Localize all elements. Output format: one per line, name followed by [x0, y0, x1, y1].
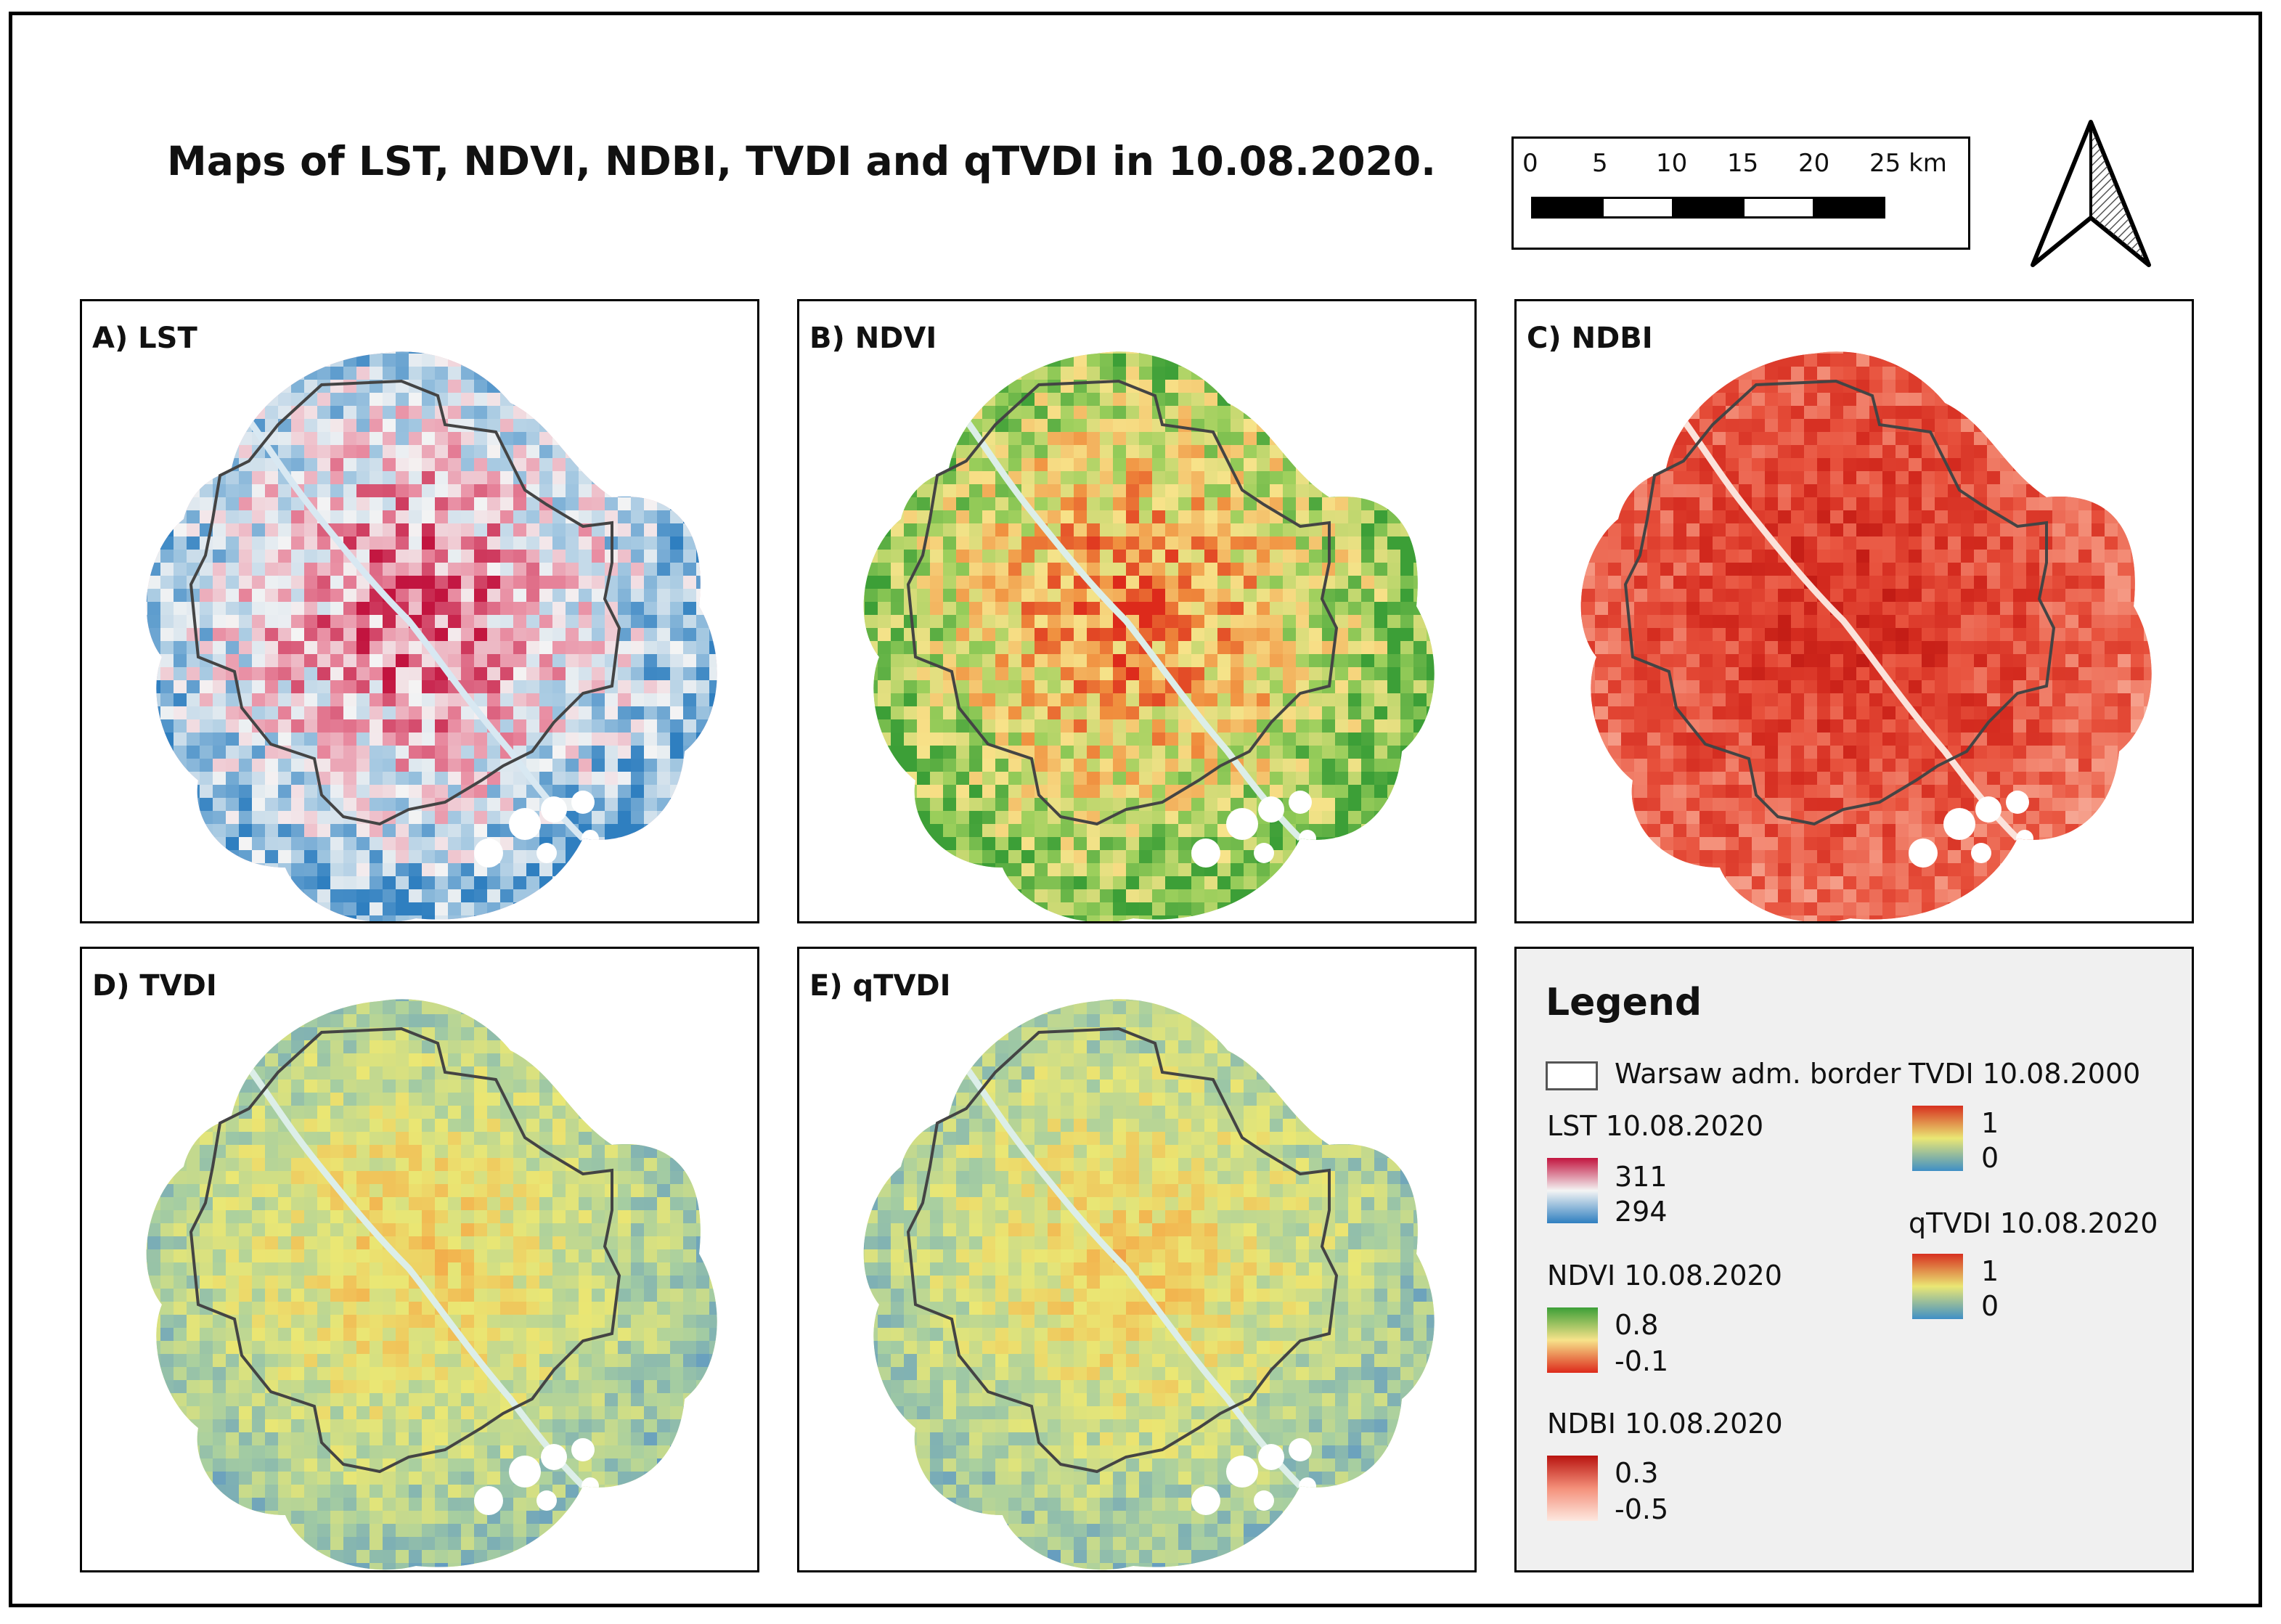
- map-panel-lst: A) LST: [80, 299, 759, 923]
- river: [956, 1056, 1303, 1489]
- scale-label: 10: [1656, 149, 1688, 178]
- legend-max: 311: [1615, 1161, 1668, 1193]
- map-frame: [9, 12, 2262, 1607]
- legend-panel: Legend Warsaw adm. border LST 10.08.2020…: [1514, 947, 2194, 1572]
- legend-item-name: LST 10.08.2020: [1547, 1110, 1764, 1142]
- scale-segment: [1742, 197, 1815, 219]
- legend-item-name: TVDI 10.08.2000: [1909, 1058, 2141, 1090]
- river: [239, 408, 586, 841]
- legend-color-ramp: [1912, 1106, 1963, 1171]
- legend-max: 1: [1981, 1255, 1999, 1287]
- legend-color-ramp: [1912, 1254, 1963, 1319]
- legend-max: 0.3: [1615, 1457, 1659, 1489]
- legend-min: 294: [1615, 1196, 1668, 1228]
- scale-label: 5: [1592, 149, 1608, 178]
- warsaw-border: [1623, 379, 2056, 826]
- map-panel-ndvi: B) NDVI: [797, 299, 1477, 923]
- river: [1673, 408, 2020, 841]
- legend-color-ramp: [1547, 1158, 1598, 1223]
- map-panel-ndbi: C) NDBI: [1514, 299, 2194, 923]
- raster-map: [146, 351, 717, 921]
- legend-min: -0.1: [1615, 1345, 1669, 1377]
- warsaw-border: [189, 1027, 621, 1474]
- legend-item-name: qTVDI 10.08.2020: [1909, 1207, 2158, 1239]
- border-swatch: [1546, 1061, 1598, 1090]
- panel-label: C) NDBI: [1527, 322, 1653, 355]
- river: [239, 1056, 586, 1489]
- map-panel-tvdi: D) TVDI: [80, 947, 759, 1572]
- scale-label: 15: [1727, 149, 1759, 178]
- legend-color-ramp: [1547, 1307, 1598, 1373]
- map-panel-qtvdi: E) qTVDI: [797, 947, 1477, 1572]
- legend-border-label: Warsaw adm. border: [1615, 1058, 1901, 1090]
- legend-min: -0.5: [1615, 1493, 1669, 1525]
- map-title: Maps of LST, NDVI, NDBI, TVDI and qTVDI …: [167, 138, 1437, 184]
- scale-label: 0: [1522, 149, 1538, 178]
- raster-map: [1580, 351, 2152, 921]
- legend-min: 0: [1981, 1290, 1999, 1322]
- warsaw-border: [906, 379, 1339, 826]
- panel-label: A) LST: [92, 322, 197, 355]
- raster-map: [146, 999, 717, 1570]
- legend-color-ramp: [1547, 1456, 1598, 1521]
- legend-item-name: NDBI 10.08.2020: [1547, 1408, 1783, 1440]
- scale-segment: [1601, 197, 1674, 219]
- legend-max: 1: [1981, 1107, 1999, 1139]
- warsaw-border: [189, 379, 621, 826]
- scale-label: 20: [1798, 149, 1830, 178]
- panel-label: E) qTVDI: [809, 969, 951, 1003]
- legend-title: Legend: [1546, 981, 1702, 1024]
- legend-item-name: NDVI 10.08.2020: [1547, 1260, 1782, 1292]
- legend-min: 0: [1981, 1142, 1999, 1174]
- scale-label: 25 km: [1869, 149, 1947, 178]
- raster-map: [863, 999, 1435, 1570]
- legend-max: 0.8: [1615, 1309, 1659, 1341]
- warsaw-border: [906, 1027, 1339, 1474]
- scale-segment: [1813, 197, 1885, 219]
- river: [956, 408, 1303, 841]
- scale-segment: [1672, 197, 1745, 219]
- north-arrow-icon: [2031, 120, 2151, 267]
- raster-map: [863, 351, 1435, 921]
- panel-label: B) NDVI: [809, 322, 937, 355]
- panel-label: D) TVDI: [92, 969, 217, 1003]
- scale-segment: [1531, 197, 1604, 219]
- scale-bar: 0 5 10 15 20 25 km: [1511, 136, 1970, 250]
